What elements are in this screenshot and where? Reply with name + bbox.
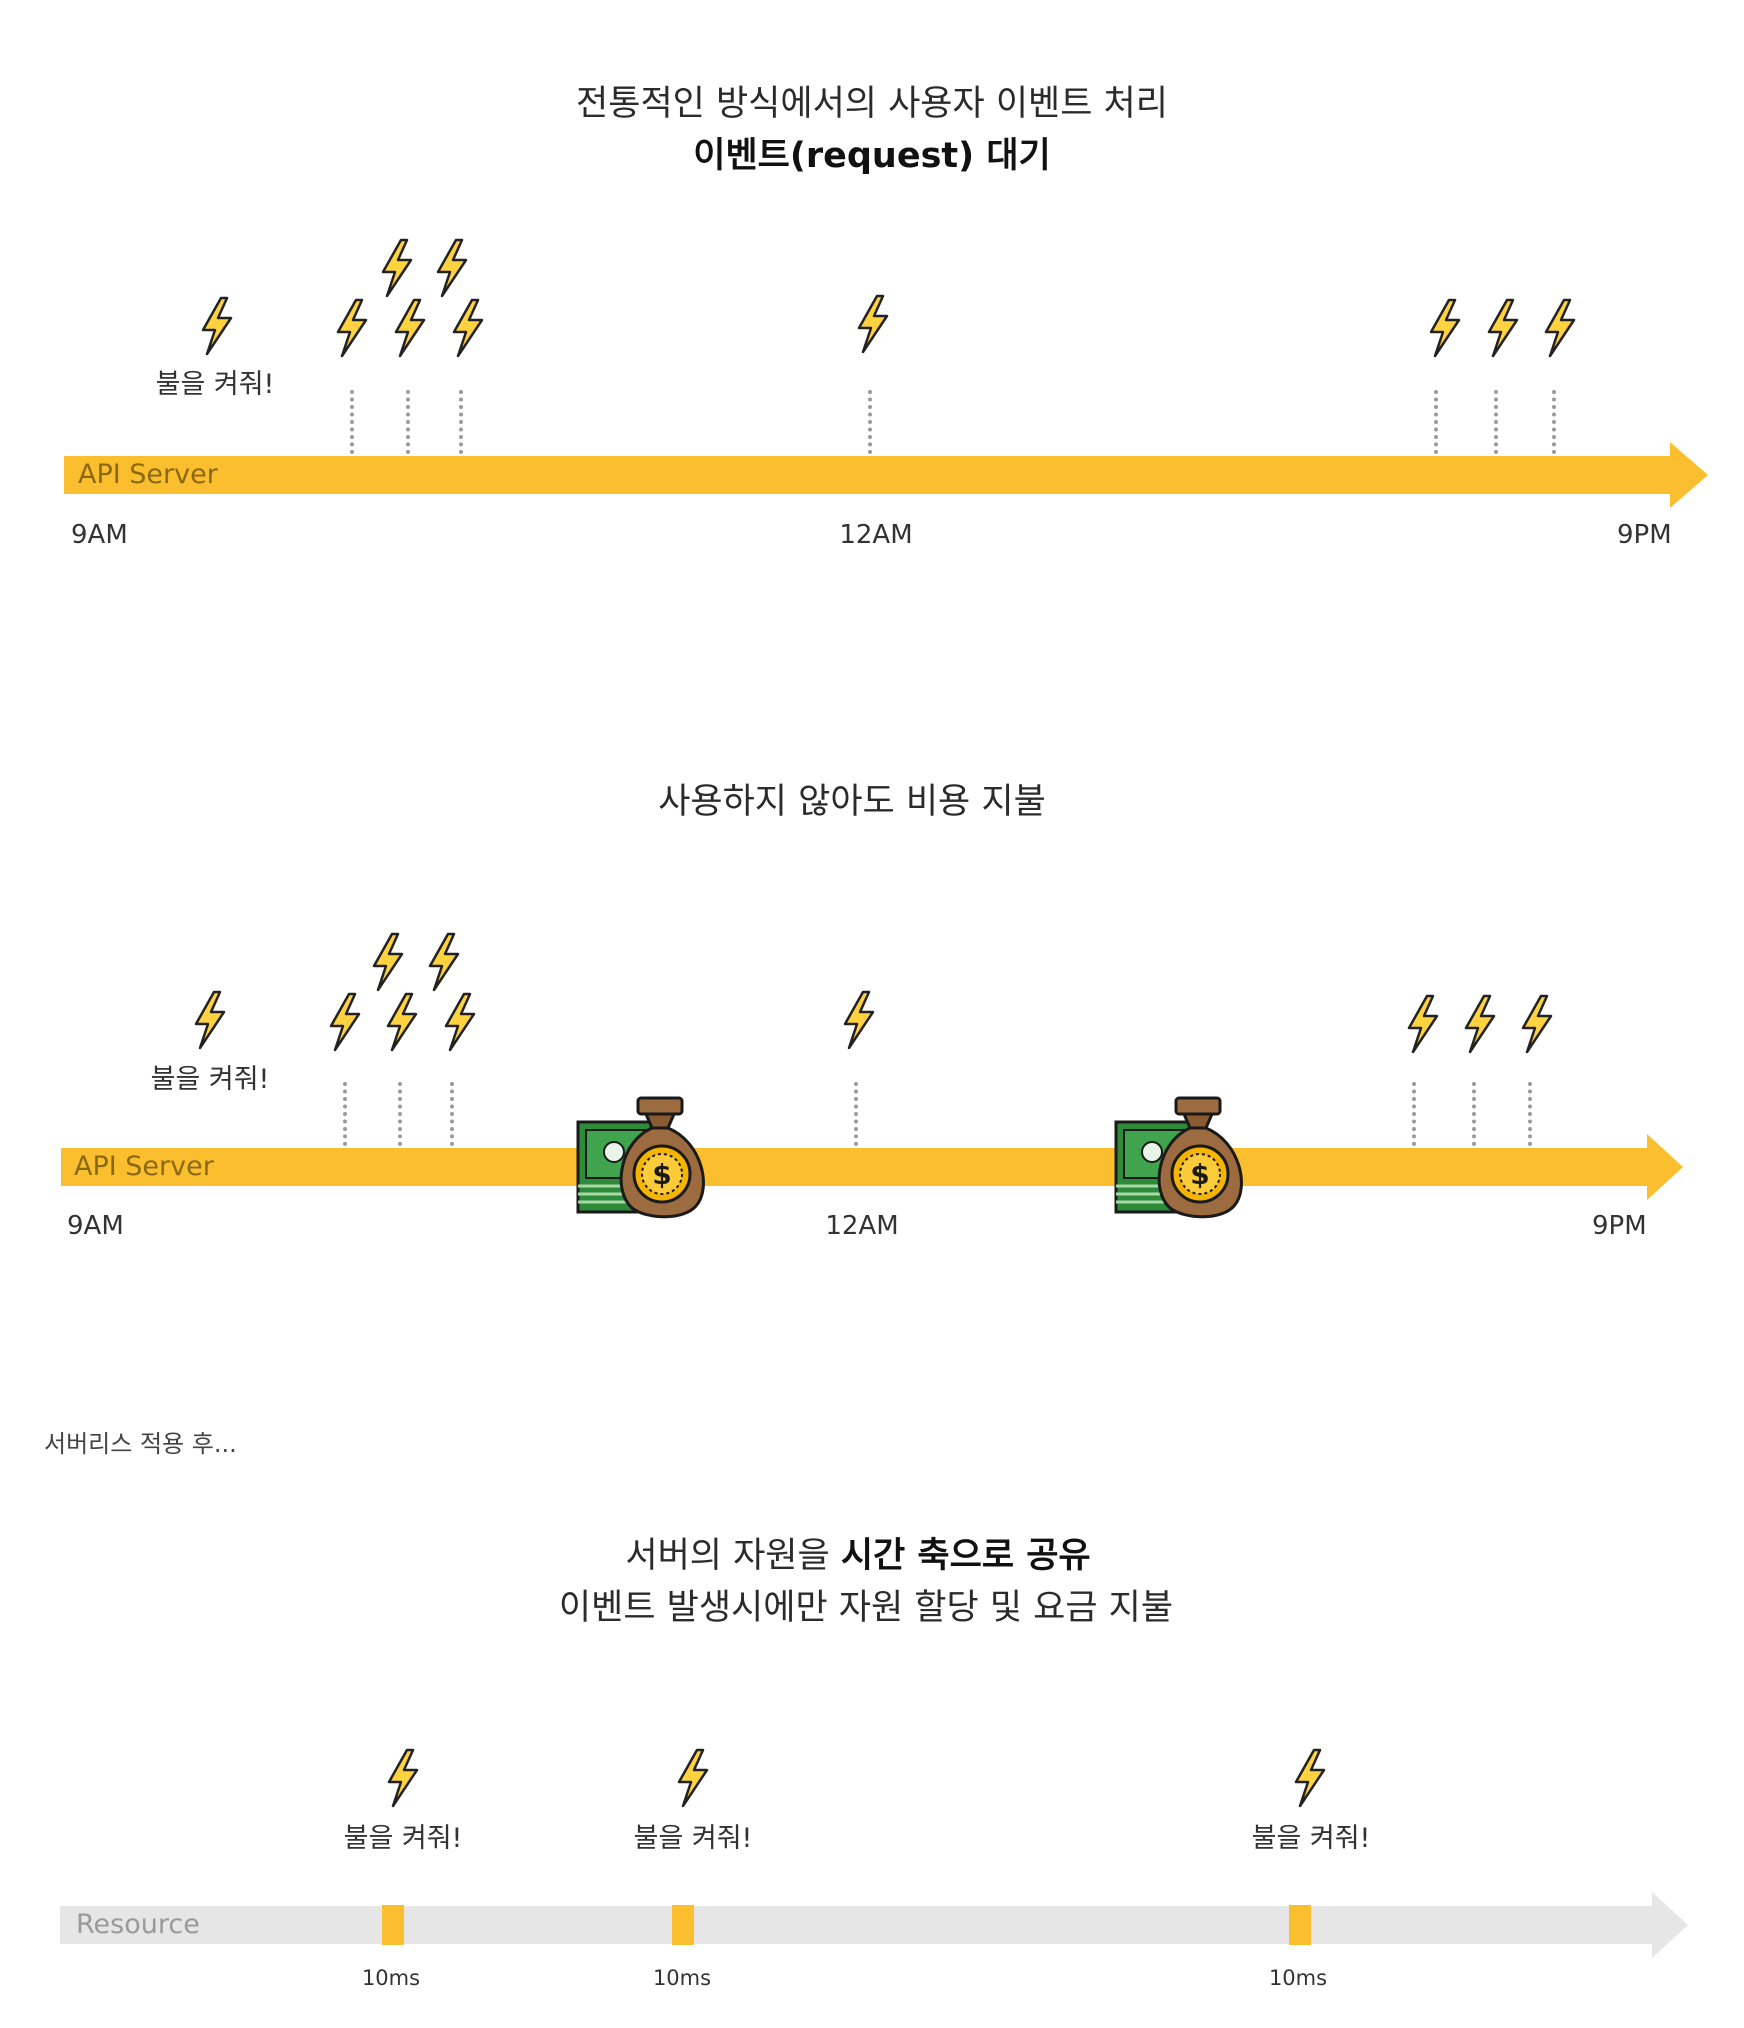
section2-title: 사용하지 않아도 비용 지불 bbox=[658, 782, 1046, 822]
lightning-bolt-icon bbox=[1290, 1748, 1328, 1808]
lightning-bolt-icon bbox=[368, 932, 406, 992]
section1-title-line1: 전통적인 방식에서의 사용자 이벤트 처리 bbox=[576, 84, 1168, 124]
section1-title-line2: 이벤트(request) 대기 bbox=[693, 136, 1051, 176]
event-connector bbox=[1528, 1082, 1532, 1146]
time-mid: 12AM bbox=[839, 520, 913, 550]
event-connector bbox=[450, 1082, 454, 1146]
timeline-label: API Server bbox=[78, 459, 218, 490]
event-connector bbox=[1412, 1082, 1416, 1146]
event-connector bbox=[854, 1082, 858, 1146]
event-label: 불을 켜줘! bbox=[155, 369, 275, 400]
event-connector bbox=[1494, 390, 1498, 454]
resource-arrow bbox=[60, 1892, 1688, 1958]
lightning-bolt-icon bbox=[1483, 298, 1521, 358]
lightning-bolt-icon bbox=[1403, 994, 1441, 1054]
section3-title-prefix: 서버의 자원을 bbox=[625, 1536, 841, 1576]
event-connector bbox=[1552, 390, 1556, 454]
event-connector bbox=[459, 390, 463, 454]
section3-title-line1: 서버의 자원을 시간 축으로 공유 bbox=[0, 1530, 1730, 1582]
event-connector bbox=[350, 390, 354, 454]
time-mid: 12AM bbox=[825, 1211, 899, 1241]
lightning-bolt-icon bbox=[1460, 994, 1498, 1054]
event-label: 불을 켜줘! bbox=[1251, 1823, 1371, 1854]
lightning-bolt-icon bbox=[325, 992, 363, 1052]
lightning-bolt-icon bbox=[1517, 994, 1555, 1054]
resource-slot bbox=[1289, 1905, 1311, 1945]
lightning-bolt-icon bbox=[673, 1748, 711, 1808]
resource-slot bbox=[672, 1905, 694, 1945]
lightning-bolt-icon bbox=[432, 238, 470, 298]
lightning-bolt-icon bbox=[440, 992, 478, 1052]
event-label: 불을 켜줘! bbox=[343, 1823, 463, 1854]
time-start: 9AM bbox=[67, 1211, 124, 1241]
duration-label: 10ms bbox=[1268, 1966, 1328, 1990]
duration-label: 10ms bbox=[652, 1966, 712, 1990]
time-end: 9PM bbox=[1592, 1211, 1647, 1241]
money-bag-icon bbox=[1114, 1094, 1244, 1224]
lightning-bolt-icon bbox=[197, 296, 235, 356]
lightning-bolt-icon bbox=[853, 294, 891, 354]
timeline-label: API Server bbox=[74, 1151, 214, 1182]
lightning-bolt-icon bbox=[1425, 298, 1463, 358]
lightning-bolt-icon bbox=[448, 298, 486, 358]
time-start: 9AM bbox=[71, 520, 128, 550]
money-bag-icon bbox=[576, 1094, 706, 1224]
lightning-bolt-icon bbox=[383, 1748, 421, 1808]
resource-slot bbox=[382, 1905, 404, 1945]
event-connector bbox=[1434, 390, 1438, 454]
event-connector bbox=[868, 390, 872, 454]
lightning-bolt-icon bbox=[390, 298, 428, 358]
event-connector bbox=[343, 1082, 347, 1146]
lightning-bolt-icon bbox=[332, 298, 370, 358]
lightning-bolt-icon bbox=[424, 932, 462, 992]
time-end: 9PM bbox=[1617, 520, 1672, 550]
event-connector bbox=[406, 390, 410, 454]
timeline-arrow bbox=[64, 442, 1708, 508]
serverless-note: 서버리스 적용 후... bbox=[44, 1430, 237, 1458]
section3-title-bold: 시간 축으로 공유 bbox=[840, 1536, 1091, 1576]
lightning-bolt-icon bbox=[839, 990, 877, 1050]
duration-label: 10ms bbox=[361, 1966, 421, 1990]
section3-title-line2: 이벤트 발생시에만 자원 할당 및 요금 지불 bbox=[558, 1588, 1174, 1628]
lightning-bolt-icon bbox=[190, 990, 228, 1050]
lightning-bolt-icon bbox=[377, 238, 415, 298]
resource-label: Resource bbox=[76, 1909, 200, 1940]
event-connector bbox=[1472, 1082, 1476, 1146]
lightning-bolt-icon bbox=[382, 992, 420, 1052]
event-connector bbox=[398, 1082, 402, 1146]
event-label: 불을 켜줘! bbox=[150, 1064, 270, 1095]
timeline-arrow bbox=[61, 1134, 1683, 1200]
lightning-bolt-icon bbox=[1540, 298, 1578, 358]
event-label: 불을 켜줘! bbox=[633, 1823, 753, 1854]
